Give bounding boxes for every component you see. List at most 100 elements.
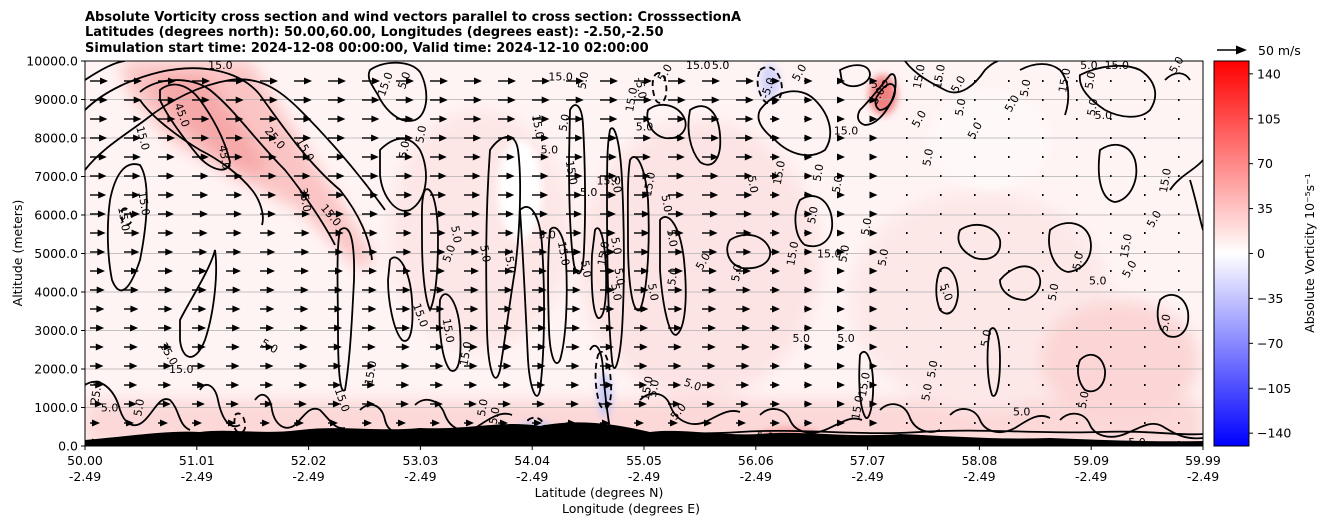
wind-vector-head — [604, 400, 613, 408]
wind-vector-head — [231, 362, 240, 370]
wind-vector-head — [228, 458, 236, 465]
wind-vector-dot — [1042, 156, 1044, 158]
contour-label: 15.0 — [115, 206, 132, 232]
wind-vector-head — [772, 362, 780, 370]
wind-vector-dot — [940, 213, 942, 215]
wind-vector-head — [404, 191, 413, 199]
wind-vector-head — [711, 115, 720, 123]
wind-vector-head — [643, 134, 652, 142]
contour-label: 5.0 — [792, 332, 810, 345]
wind-vector-head — [398, 438, 406, 446]
contour-label: 5.0 — [1089, 274, 1107, 287]
wind-vector-head — [434, 400, 443, 408]
wind-vector-dot — [906, 99, 908, 101]
wind-vector-dot — [906, 213, 908, 215]
contour-label: 15.0 — [641, 171, 658, 197]
contour-label: 5.0 — [953, 98, 969, 117]
x-tick-label-lat: 57.07 — [850, 453, 886, 468]
contour-label: 5.0 — [440, 243, 458, 264]
wind-vector-dot — [1076, 270, 1078, 272]
wind-vector-head — [333, 381, 342, 389]
contour-line — [1059, 412, 1203, 440]
wind-vector-dot — [940, 270, 942, 272]
wind-vector-dot — [940, 327, 942, 329]
wind-vector-dot — [974, 308, 976, 310]
wind-vector-head — [539, 210, 548, 218]
wind-vector-head — [436, 305, 445, 313]
wind-vector-head — [540, 153, 549, 161]
wind-vector-head — [199, 210, 208, 218]
contour-label: 5.0 — [397, 140, 413, 159]
wind-vector-head — [574, 153, 583, 161]
x-axis-label-longitude: Longitude (degrees E) — [562, 501, 700, 516]
wind-vector-head — [92, 438, 100, 446]
wind-vector-head — [506, 153, 515, 161]
wind-vector-dot — [974, 270, 976, 272]
wind-vector-head — [608, 191, 617, 199]
x-tick-label-lat: 55.05 — [626, 453, 662, 468]
wind-vector-head — [640, 286, 649, 294]
contour-label: 5.0 — [805, 205, 821, 224]
wind-vector-head — [709, 210, 718, 218]
wind-vector-head — [266, 324, 275, 332]
contour-label: 5.0 — [541, 144, 559, 157]
wind-vector-head — [398, 419, 406, 427]
wind-vector-head — [539, 229, 548, 237]
wind-vector-dot — [974, 422, 976, 424]
wind-vector-head — [745, 96, 754, 104]
wind-vector-head — [568, 419, 576, 427]
y-tick-label: 7000.0 — [34, 169, 78, 184]
wind-vector-head — [439, 115, 448, 123]
wind-vector-head — [837, 172, 845, 180]
wind-vector-head — [165, 267, 173, 275]
wind-vector-head — [301, 248, 310, 256]
wind-vector-head — [640, 324, 649, 332]
contour-line — [935, 266, 959, 315]
plot-area: 15.05.015.045.025.0 15.045.015.035.015.01… — [84, 54, 1204, 465]
wind-vector-dot — [940, 441, 942, 443]
contour-label: 35.0 — [296, 186, 313, 212]
wind-vector-head — [772, 267, 780, 275]
wind-vector-head — [772, 286, 780, 294]
wind-vector-head — [772, 153, 780, 161]
contour-label: 5.0 — [645, 282, 661, 301]
wind-vector-head — [602, 419, 610, 427]
wind-vector-dot — [906, 175, 908, 177]
wind-vector-head — [804, 229, 813, 237]
wind-vector-head — [302, 172, 311, 180]
wind-vector-head — [97, 267, 105, 275]
wind-vector-head — [164, 324, 173, 332]
y-tick-label: 6000.0 — [34, 208, 78, 223]
contour-label: 5.0 — [580, 186, 598, 199]
wind-vector-head — [469, 381, 478, 389]
wind-vector-head — [405, 115, 414, 123]
wind-vector-head — [369, 248, 378, 256]
wind-vector-head — [710, 172, 719, 180]
contour-label: 5.0 — [646, 379, 662, 398]
wind-vector-dot — [1042, 289, 1044, 291]
contour-label: 5.0 — [1083, 71, 1099, 90]
wind-vector-dot — [1008, 118, 1010, 120]
wind-vector-head — [99, 115, 108, 123]
wind-vector-head — [869, 324, 878, 332]
wind-vector-head — [435, 362, 444, 370]
wind-vector-head — [675, 229, 684, 237]
wind-vector-head — [126, 419, 134, 427]
wind-vector-head — [743, 210, 752, 218]
contour-label: 15.0 — [686, 59, 711, 72]
wind-vector-dot — [1076, 80, 1078, 82]
wind-vector-head — [638, 400, 647, 408]
contour-label: 15.0 — [563, 160, 580, 186]
wind-vector-head — [837, 419, 845, 427]
wind-vector-head — [233, 229, 242, 237]
wind-vector-head — [804, 191, 813, 199]
wind-vector-dot — [974, 327, 976, 329]
wind-vector-dot — [1178, 422, 1180, 424]
contour-label: 15.0 — [817, 248, 842, 261]
wind-vector-head — [230, 400, 239, 408]
wind-vector-head — [337, 96, 346, 104]
wind-vector-head — [228, 438, 236, 446]
wind-vector-head — [471, 248, 480, 256]
wind-vector-dot — [1178, 441, 1180, 443]
y-tick-label: 3000.0 — [34, 323, 78, 338]
